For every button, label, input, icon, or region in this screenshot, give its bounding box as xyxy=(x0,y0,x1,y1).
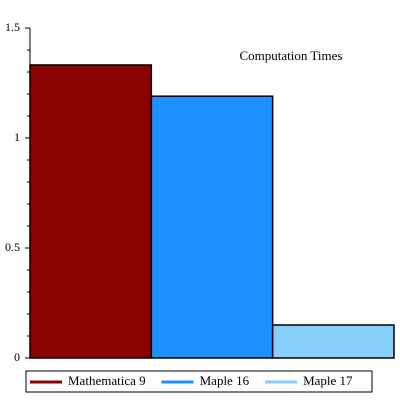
bar xyxy=(271,324,395,359)
y-tick-label: 0.5 xyxy=(5,240,20,254)
y-tick-label: 1 xyxy=(14,130,20,144)
legend-box xyxy=(25,370,373,393)
bar xyxy=(29,64,153,359)
legend: Mathematica 9 Maple 16 Maple 17 xyxy=(25,370,373,393)
legend-label: Mathematica 9 xyxy=(68,373,146,388)
legend-label: Maple 16 xyxy=(200,373,250,388)
chart-title: Computation Times xyxy=(240,48,343,63)
y-tick-label: 0 xyxy=(14,350,20,364)
y-tick-label: 1.5 xyxy=(5,20,20,34)
legend-label: Maple 17 xyxy=(303,373,353,388)
bar xyxy=(150,95,274,359)
